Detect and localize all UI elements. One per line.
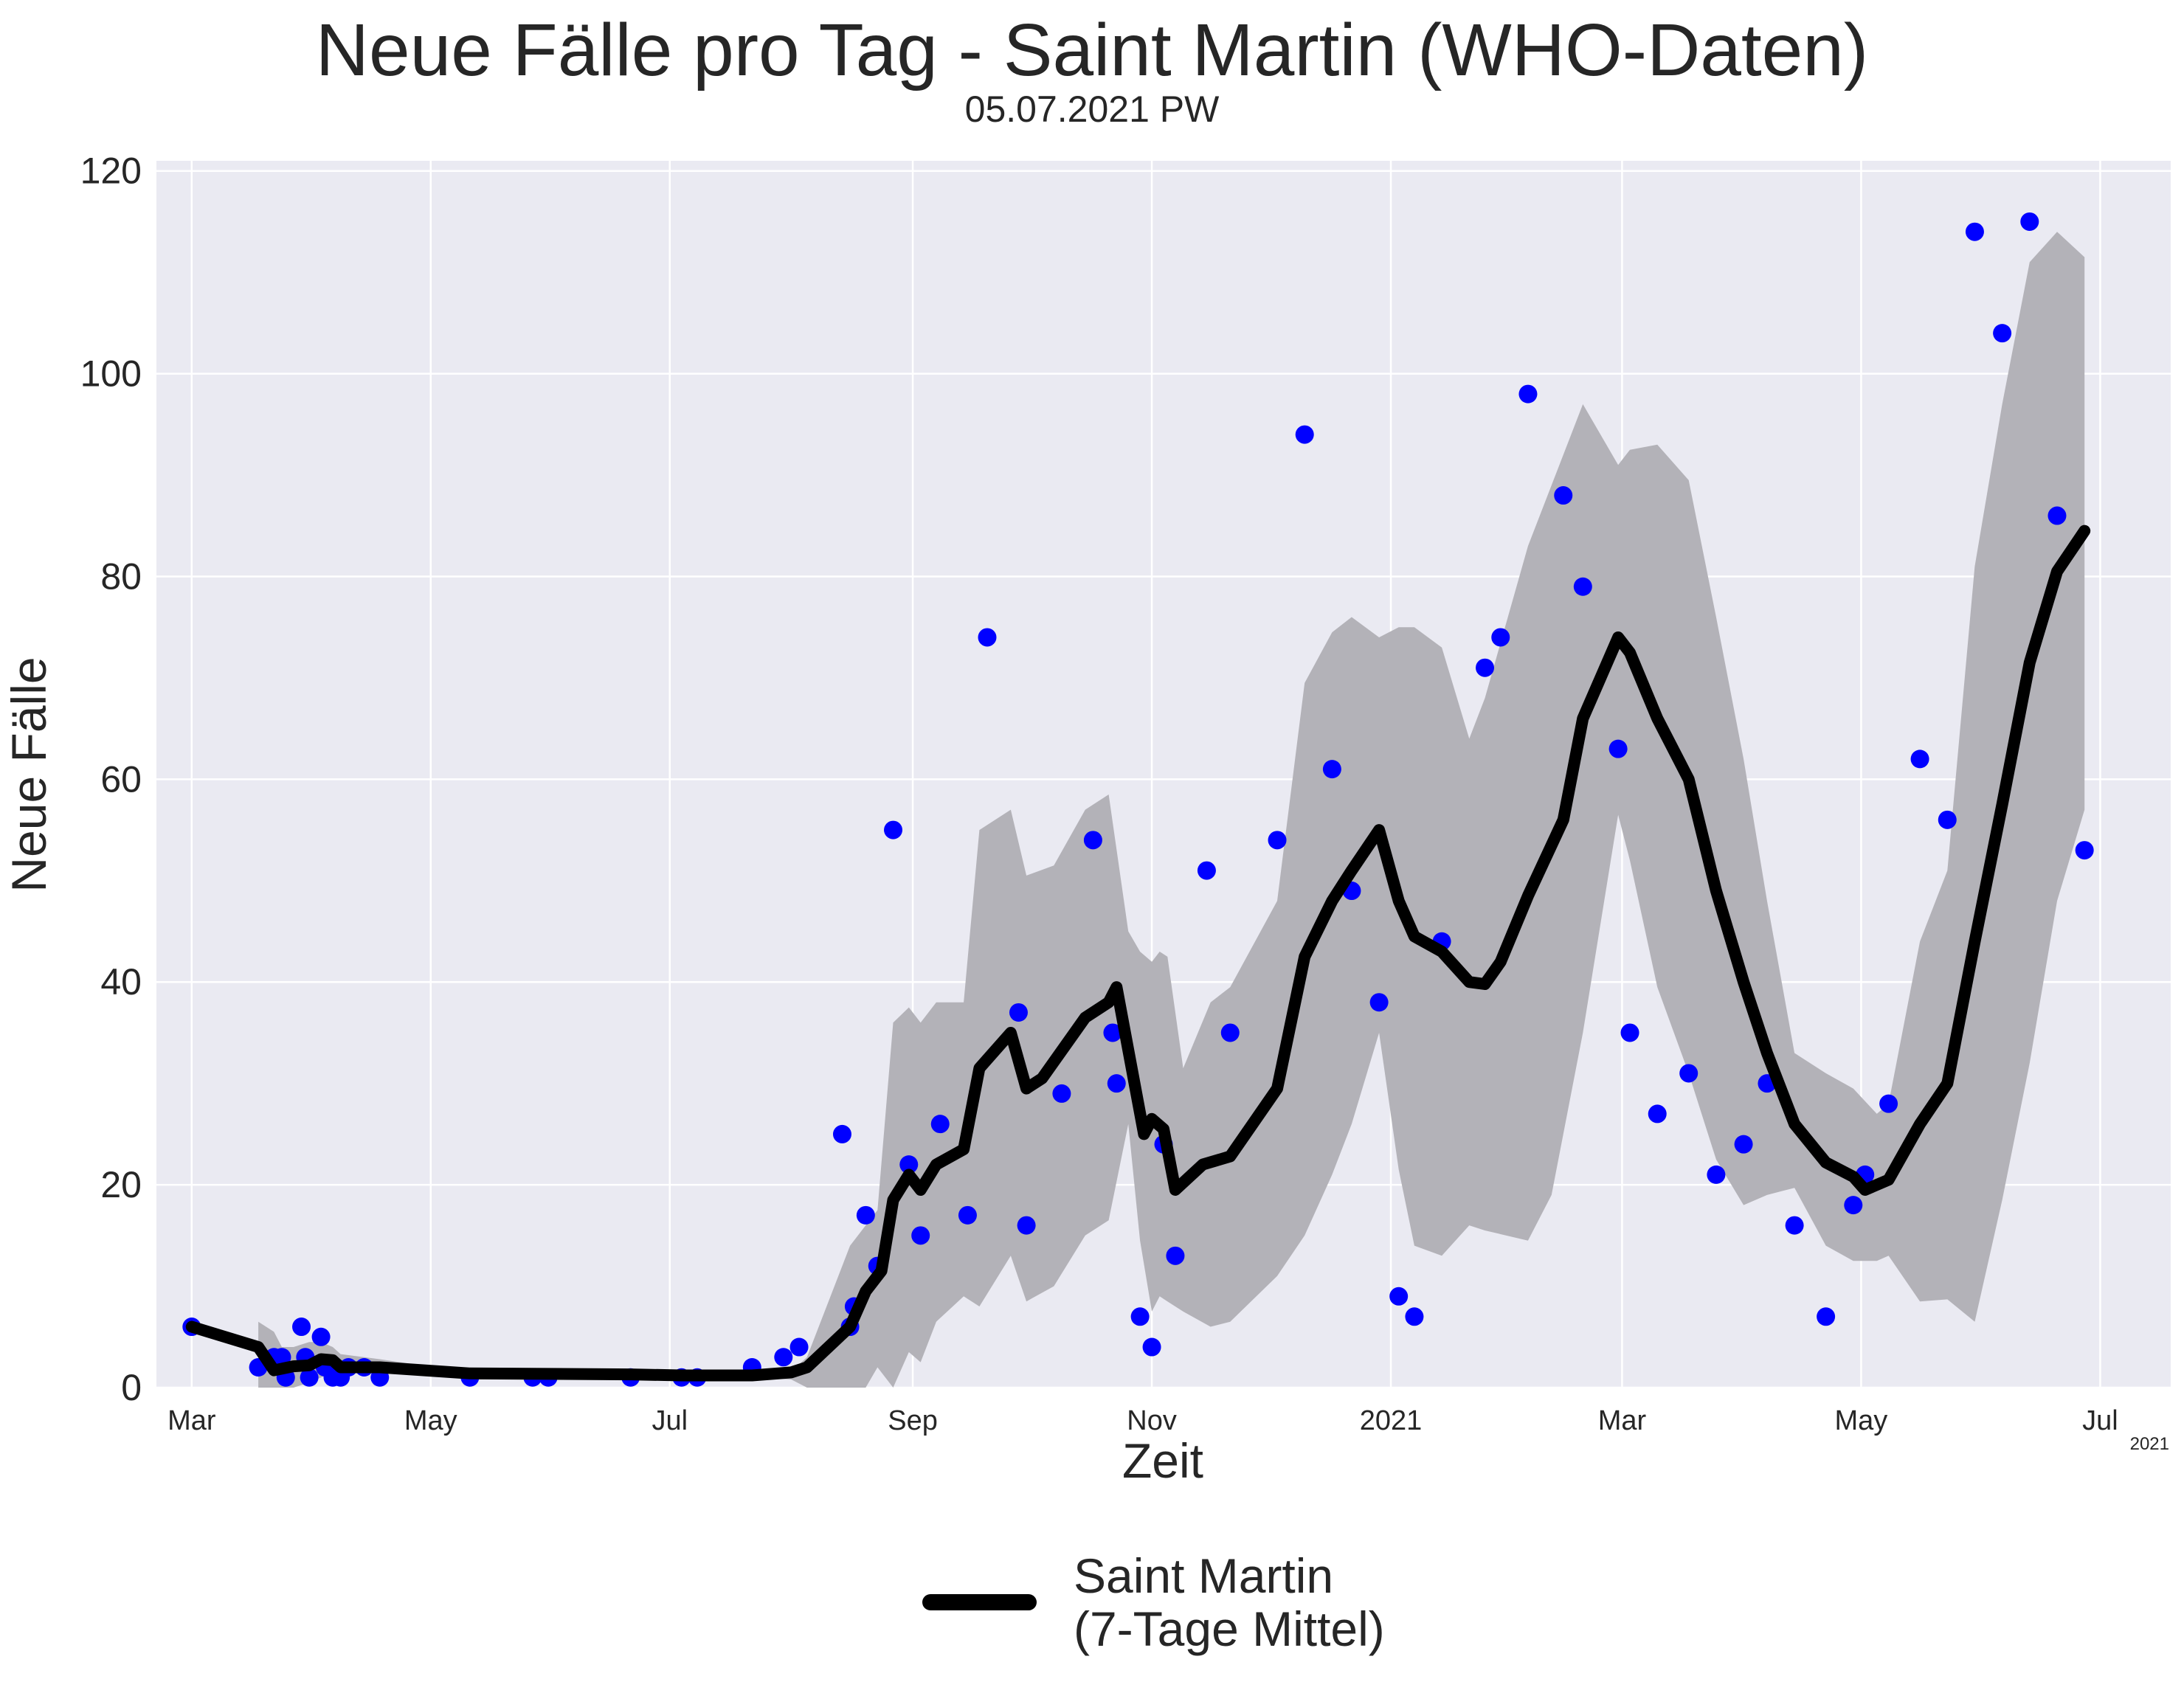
data-point (1166, 1246, 1185, 1265)
data-point (1648, 1104, 1667, 1124)
data-point (1965, 222, 1984, 241)
data-point (1107, 1074, 1126, 1093)
data-point (930, 1115, 950, 1134)
data-point (1938, 810, 1957, 829)
data-point (1817, 1307, 1836, 1326)
y-tick-label: 0 (121, 1367, 142, 1408)
x-tick-label: May (1835, 1405, 1888, 1436)
y-tick-label: 20 (100, 1164, 142, 1205)
chart-title: Neue Fälle pro Tag - Saint Martin (WHO-D… (315, 9, 1869, 91)
data-point (1879, 1094, 1898, 1113)
data-point (1405, 1307, 1424, 1326)
data-point (2048, 506, 2067, 525)
data-point (789, 1337, 809, 1357)
mean-line (185, 524, 2091, 1382)
chart-subtitle: 05.07.2021 PW (964, 89, 1220, 130)
data-point (1910, 749, 1929, 769)
data-point (911, 1226, 930, 1245)
data-point (1844, 1196, 1863, 1215)
data-point (899, 1155, 919, 1174)
data-point (1389, 1287, 1409, 1306)
data-point (1734, 1135, 1753, 1154)
data-point (1268, 831, 1287, 850)
data-point (1679, 1064, 1699, 1083)
x-tick-label: Jul (2082, 1405, 2118, 1436)
daily-cases-points (182, 212, 2094, 1387)
data-point (2020, 212, 2039, 231)
x-tick-label: May (404, 1405, 457, 1436)
data-point (1103, 1023, 1122, 1042)
data-point (1518, 384, 1538, 404)
data-point (1197, 861, 1216, 880)
data-point (774, 1348, 793, 1367)
data-point (832, 1124, 851, 1143)
legend-entry-note: (7-Tage Mittel) (1074, 1602, 1385, 1656)
y-tick-label: 120 (80, 150, 142, 192)
data-point (1993, 324, 2012, 343)
data-point (1620, 1023, 1639, 1042)
y-axis-label: Neue Fälle (1, 657, 56, 892)
confidence-band (258, 232, 2085, 1388)
data-point (1295, 425, 1314, 444)
data-point (1707, 1165, 1726, 1184)
data-point (1009, 1003, 1028, 1022)
data-point (1554, 486, 1573, 505)
legend-entry-name: Saint Martin (1074, 1548, 1334, 1603)
data-point (1052, 1084, 1071, 1103)
legend: Saint Martin (7-Tage Mittel) (922, 1549, 1385, 1655)
data-point (1476, 658, 1495, 677)
data-point (311, 1327, 331, 1346)
legend-label: Saint Martin (7-Tage Mittel) (1074, 1549, 1385, 1655)
data-point (1322, 760, 1341, 779)
rolling-mean-line (185, 524, 2091, 1382)
data-point (2075, 841, 2094, 860)
y-tick-label: 100 (80, 353, 142, 395)
y-tick-label: 80 (100, 555, 142, 597)
data-point (1142, 1337, 1161, 1357)
grid-lines (156, 161, 2171, 1389)
legend-line-swatch (922, 1594, 1037, 1610)
x-axis-label: Zeit (1122, 1433, 1203, 1488)
data-point (1083, 831, 1102, 850)
x-tick-label: Sep (888, 1405, 938, 1436)
x-tick-label: 2021 (1360, 1405, 1423, 1436)
data-point (958, 1205, 977, 1225)
data-point (856, 1205, 875, 1225)
y-tick-label: 40 (100, 961, 142, 1003)
data-point (884, 820, 903, 839)
x-axis-offset-label: 2021 (2130, 1434, 2169, 1454)
data-point (1785, 1216, 1804, 1235)
data-point (1369, 993, 1389, 1012)
x-tick-label: Jul (652, 1405, 688, 1436)
x-tick-label: Mar (1598, 1405, 1647, 1436)
band-area (258, 232, 2085, 1388)
data-point (978, 628, 997, 647)
x-tick-label: Mar (167, 1405, 216, 1436)
axis-labels: 0 20 40 60 80 100 120 Mar May Jul Sep Nov 2021 Mar May… (80, 150, 2118, 1436)
data-point (1017, 1216, 1036, 1235)
data-point (1573, 577, 1592, 596)
data-point (292, 1318, 311, 1337)
y-tick-label: 60 (100, 758, 142, 800)
x-tick-label: Nov (1127, 1405, 1177, 1436)
data-point (1491, 628, 1510, 647)
data-point (1220, 1023, 1240, 1042)
data-point (1130, 1307, 1150, 1326)
data-point (300, 1368, 319, 1387)
data-point (1608, 739, 1628, 758)
